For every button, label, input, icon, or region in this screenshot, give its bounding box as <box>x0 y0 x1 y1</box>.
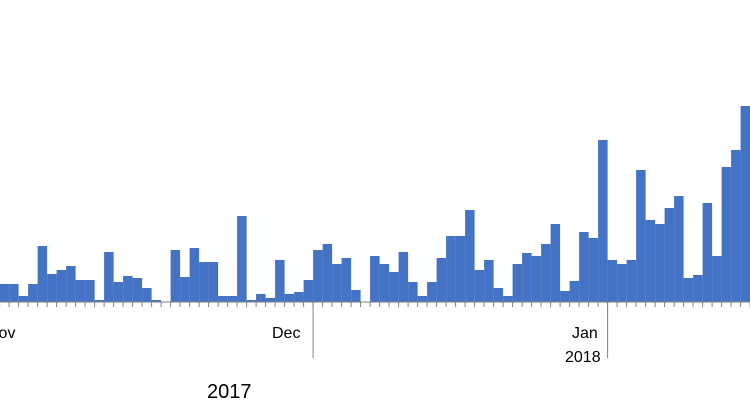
bar <box>588 238 599 302</box>
bar <box>218 296 228 302</box>
tick-label-jan: Jan <box>572 325 598 342</box>
bar <box>132 278 143 302</box>
bar <box>712 256 722 302</box>
bar <box>645 220 656 302</box>
bar <box>199 262 209 302</box>
bar <box>208 262 219 302</box>
bar <box>85 280 95 302</box>
bar <box>531 256 542 302</box>
bar <box>512 264 523 302</box>
tick-label-dec: Dec <box>272 325 300 342</box>
bar <box>607 260 618 302</box>
bar <box>18 296 29 302</box>
bar <box>47 274 57 302</box>
bar <box>636 170 646 302</box>
bar <box>75 280 86 302</box>
year-label-2017: 2017 <box>207 381 252 403</box>
bar <box>408 282 418 302</box>
bar <box>275 260 285 302</box>
bar <box>56 270 67 302</box>
bar <box>94 300 105 302</box>
bar <box>427 282 437 302</box>
bar <box>493 288 504 302</box>
bar <box>322 244 333 302</box>
bar <box>503 296 513 302</box>
bar <box>702 203 713 302</box>
bar <box>341 258 352 302</box>
bar <box>398 252 409 302</box>
bar <box>313 250 323 302</box>
bar <box>664 208 675 302</box>
bar <box>417 296 428 302</box>
year-label-2018: 2018 <box>565 349 601 366</box>
bar <box>332 264 342 302</box>
bar <box>465 210 475 302</box>
bar <box>721 167 732 302</box>
x-axis-ticks <box>0 302 750 358</box>
bar <box>66 266 76 302</box>
bar <box>560 291 570 302</box>
bar <box>693 275 703 302</box>
bar <box>256 294 266 302</box>
bar <box>598 140 608 302</box>
bar <box>237 216 247 302</box>
bar <box>37 246 48 302</box>
bar <box>379 264 390 302</box>
bar <box>28 284 38 302</box>
bar <box>180 277 190 302</box>
bar <box>227 296 238 302</box>
bar <box>579 232 589 302</box>
bar <box>522 253 532 302</box>
bar <box>170 250 181 302</box>
bar <box>265 298 276 302</box>
bar <box>674 196 684 302</box>
bar <box>731 150 741 302</box>
bar <box>246 300 257 302</box>
bar <box>123 276 133 302</box>
bar <box>303 280 314 302</box>
bar <box>189 248 200 302</box>
bar <box>569 281 580 302</box>
bar <box>389 272 399 302</box>
bar <box>370 256 380 302</box>
bar <box>436 258 447 302</box>
bar <box>626 260 637 302</box>
bar <box>617 264 627 302</box>
bar <box>683 278 694 302</box>
bar-series <box>0 106 750 302</box>
bar <box>446 236 456 302</box>
bar <box>104 252 114 302</box>
bar <box>655 224 665 302</box>
bar <box>740 106 750 302</box>
bar <box>455 236 466 302</box>
bar <box>9 284 19 302</box>
tick-label-nov: Nov <box>0 325 15 342</box>
bar <box>351 290 361 302</box>
bar <box>284 294 295 302</box>
bar <box>484 260 494 302</box>
bar <box>541 244 551 302</box>
bar <box>0 284 10 302</box>
bar <box>294 292 304 302</box>
bar <box>474 270 485 302</box>
bar <box>151 300 162 302</box>
bar <box>142 288 152 302</box>
x-axis-labels: Nov Dec Jan 2018 2017 <box>0 325 601 403</box>
bar <box>113 282 124 302</box>
bar <box>550 224 561 302</box>
